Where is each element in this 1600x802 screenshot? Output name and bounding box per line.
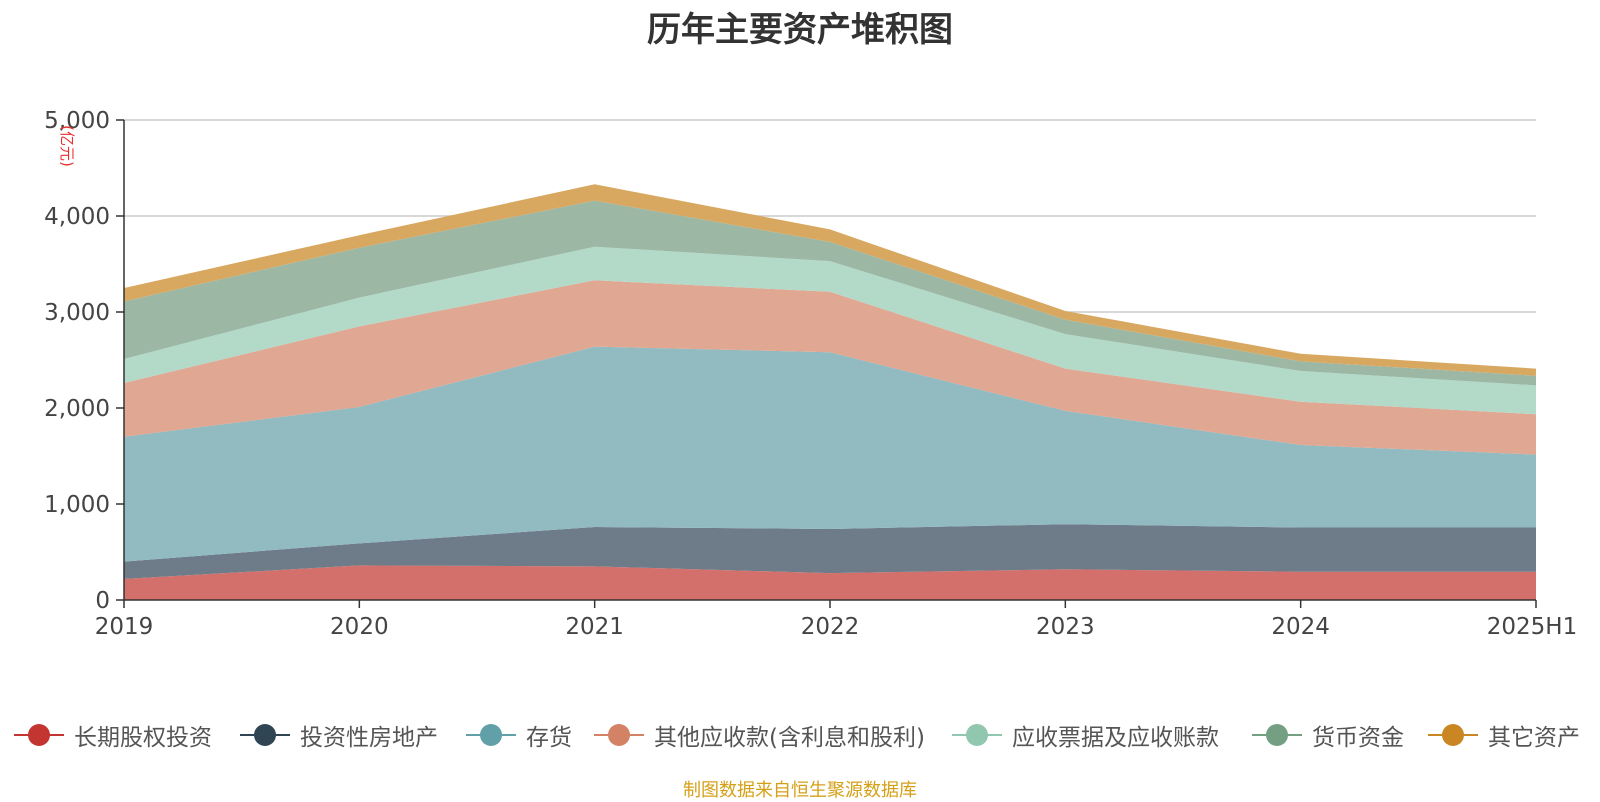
legend-item[interactable]: 长期股权投资 bbox=[14, 718, 212, 752]
legend-item[interactable]: 存货 bbox=[466, 718, 572, 752]
legend-marker-icon bbox=[1428, 720, 1478, 750]
x-tick-label: 2020 bbox=[330, 614, 389, 640]
y-tick-label: 0 bbox=[95, 588, 110, 614]
legend-marker-icon bbox=[1252, 720, 1302, 750]
legend-item[interactable]: 投资性房地产 bbox=[240, 718, 438, 752]
x-tick-label: 2022 bbox=[801, 614, 860, 640]
x-tick-label: 2023 bbox=[1036, 614, 1095, 640]
x-tick-label: 2025H1 bbox=[1487, 614, 1577, 640]
area-series-5 bbox=[124, 200, 1536, 386]
legend-item[interactable]: 其它资产 bbox=[1428, 718, 1580, 752]
legend-label: 长期股权投资 bbox=[74, 725, 212, 751]
x-tick-label: 2024 bbox=[1271, 614, 1330, 640]
source-note: 制图数据来自恒生聚源数据库 bbox=[683, 780, 917, 801]
legend-marker-icon bbox=[14, 720, 64, 750]
legend-item[interactable]: 应收票据及应收账款 bbox=[952, 718, 1219, 752]
legend-marker-icon bbox=[240, 720, 290, 750]
x-tick-label: 2021 bbox=[565, 614, 624, 640]
legend: 长期股权投资 投资性房地产 存货 其他应收款(含利息和股利) 应收票据及应收账款 货币资金… bbox=[0, 718, 1600, 752]
area-series-1 bbox=[124, 524, 1536, 579]
legend-label: 应收票据及应收账款 bbox=[1012, 725, 1219, 751]
legend-label: 投资性房地产 bbox=[300, 725, 438, 751]
legend-marker-icon bbox=[594, 720, 644, 750]
y-tick-label: 2,000 bbox=[44, 396, 110, 422]
area-series-2 bbox=[124, 346, 1536, 562]
y-tick-label: 5,000 bbox=[44, 108, 110, 134]
y-axis-label: (亿元) bbox=[58, 125, 76, 167]
area-series-3 bbox=[124, 280, 1536, 455]
y-tick-label: 3,000 bbox=[44, 300, 110, 326]
area-series-4 bbox=[124, 246, 1536, 415]
y-tick-label: 4,000 bbox=[44, 204, 110, 230]
area-series-0 bbox=[124, 565, 1536, 600]
chart-title: 历年主要资产堆积图 bbox=[647, 10, 953, 50]
legend-marker-icon bbox=[952, 720, 1002, 750]
legend-label: 货币资金 bbox=[1312, 725, 1404, 751]
area-layer bbox=[124, 184, 1536, 600]
legend-label: 存货 bbox=[526, 725, 572, 751]
legend-label: 其他应收款(含利息和股利) bbox=[654, 725, 925, 751]
legend-marker-icon bbox=[466, 720, 516, 750]
legend-item[interactable]: 其他应收款(含利息和股利) bbox=[594, 718, 925, 752]
legend-item[interactable]: 货币资金 bbox=[1252, 718, 1404, 752]
x-tick-label: 2019 bbox=[95, 614, 154, 640]
legend-label: 其它资产 bbox=[1488, 725, 1580, 751]
axis-layer: 0 1,000 2,000 3,000 4,000 5,000 2019 2020 2021 20… bbox=[44, 108, 1577, 640]
y-tick-label: 1,000 bbox=[44, 492, 110, 518]
